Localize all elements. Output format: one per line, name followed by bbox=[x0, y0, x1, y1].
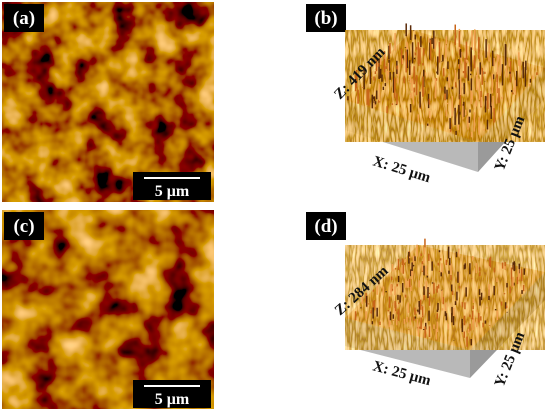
panel-label: (a) bbox=[13, 8, 35, 29]
label-box bbox=[4, 212, 44, 240]
panel-a: (a) 5 μm bbox=[2, 2, 214, 202]
scale-box bbox=[133, 172, 211, 200]
label-box bbox=[4, 4, 44, 32]
box-wall bbox=[345, 100, 478, 172]
panel-b: (b) Z: 419 nm X: 25 μm Y: 25 μm bbox=[306, 4, 545, 186]
x-axis-label: X: 25 μm bbox=[371, 154, 433, 187]
afm-texture bbox=[2, 210, 214, 409]
label-box bbox=[306, 212, 346, 240]
panel-d: (d) Z: 284 nm X: 25 μm Y: 25 μm bbox=[306, 212, 545, 389]
panel-label: (c) bbox=[13, 216, 34, 237]
panel-c: (c) 5 μm bbox=[2, 210, 214, 409]
panel-label: (d) bbox=[314, 216, 337, 237]
scale-box bbox=[133, 380, 211, 408]
box-wall bbox=[345, 318, 470, 378]
surface-texture bbox=[345, 30, 545, 142]
scale-text: 5 μm bbox=[155, 391, 190, 408]
label-box bbox=[306, 4, 346, 32]
box-wall bbox=[470, 272, 545, 378]
afm-texture bbox=[2, 2, 214, 202]
box-wall bbox=[478, 68, 545, 172]
scale-text: 5 μm bbox=[155, 183, 190, 200]
panel-label: (b) bbox=[314, 8, 337, 29]
